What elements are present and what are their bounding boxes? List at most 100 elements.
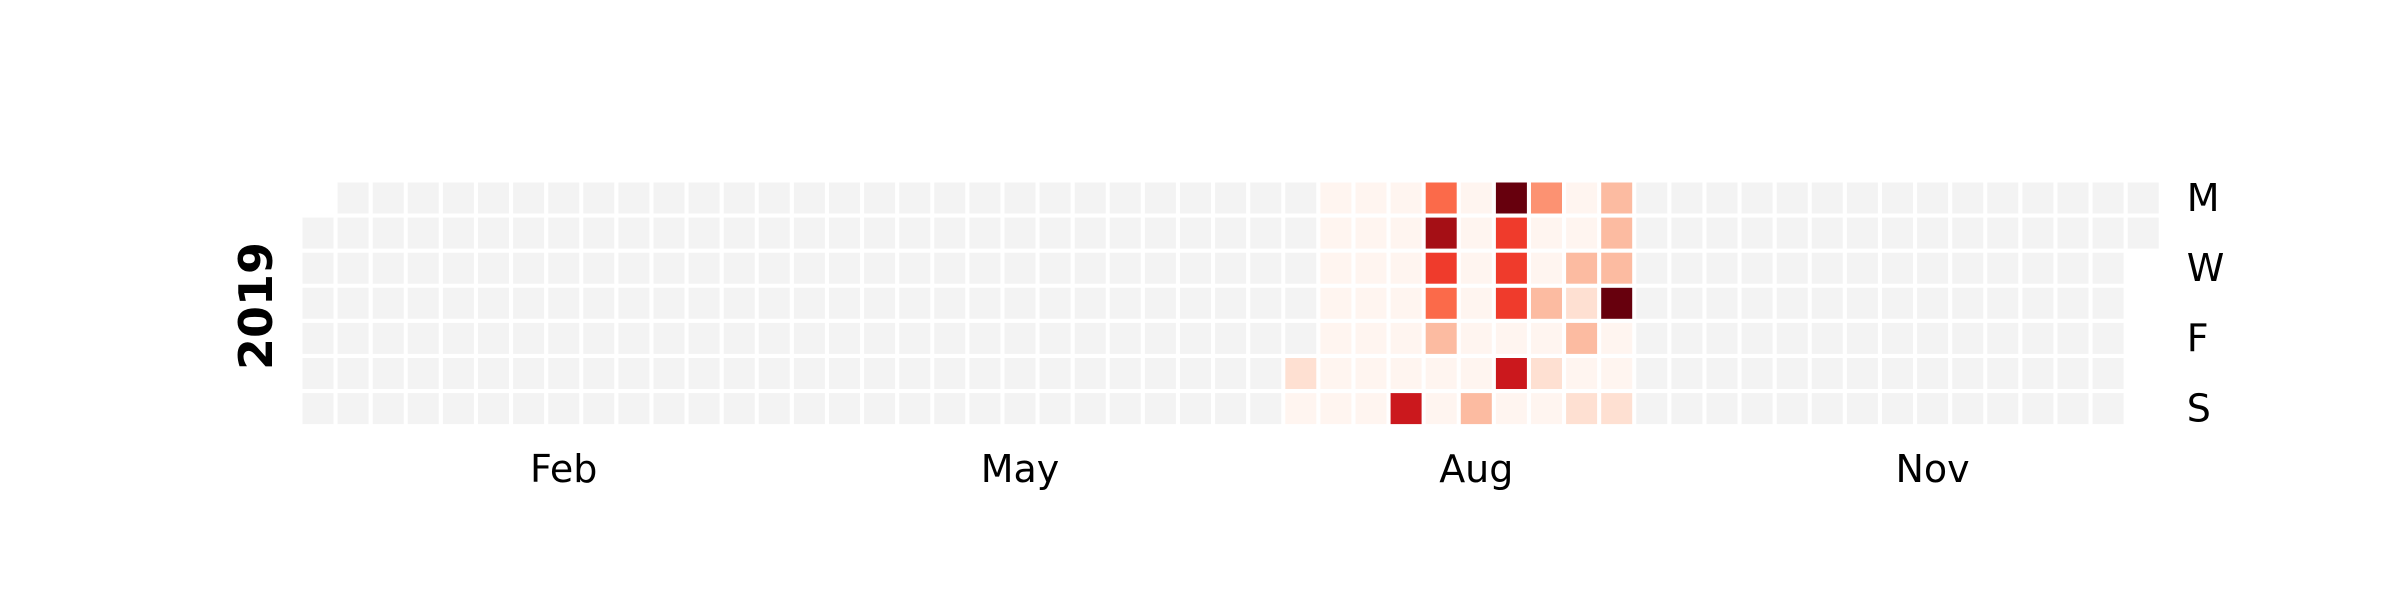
heatmap-cell	[864, 182, 896, 214]
heatmap-cell	[478, 217, 509, 249]
heatmap-cell	[934, 217, 966, 249]
heatmap-cell	[2127, 217, 2159, 249]
heatmap-cell	[1425, 252, 1457, 284]
heatmap-cell	[1846, 287, 1878, 319]
heatmap-cell	[337, 322, 369, 354]
heatmap-cell	[1636, 217, 1668, 249]
heatmap-cell	[618, 287, 650, 319]
heatmap-cell	[1636, 322, 1668, 354]
heatmap-cell	[1741, 287, 1773, 319]
heatmap-cell	[1952, 182, 1984, 214]
heatmap-cell	[1846, 322, 1878, 354]
heatmap-cell	[2022, 358, 2054, 389]
heatmap-cell	[2057, 252, 2089, 284]
heatmap-cell	[1355, 287, 1387, 319]
heatmap-cell	[1039, 393, 1071, 425]
heatmap-cell	[899, 252, 931, 284]
heatmap-cell	[1039, 217, 1071, 249]
heatmap-cell	[1460, 393, 1492, 425]
heatmap-cell	[407, 217, 439, 249]
heatmap-cell	[618, 182, 650, 214]
weekday-label: M	[2187, 176, 2220, 220]
heatmap-cell	[758, 393, 790, 425]
heatmap-cell	[302, 287, 334, 319]
heatmap-cell	[1074, 252, 1106, 284]
heatmap-cell	[1390, 393, 1422, 425]
heatmap-cell	[302, 393, 334, 425]
heatmap-cell	[1004, 393, 1036, 425]
heatmap-cell	[1636, 287, 1668, 319]
heatmap-cell	[337, 287, 369, 319]
heatmap-cell	[1601, 322, 1633, 354]
heatmap-cell	[899, 322, 931, 354]
heatmap-cell	[1952, 252, 1984, 284]
heatmap-cell	[653, 393, 685, 425]
heatmap-cell	[583, 217, 615, 249]
heatmap-cell	[1320, 182, 1352, 214]
heatmap-cell	[653, 287, 685, 319]
heatmap-cell	[1355, 358, 1387, 389]
heatmap-cell	[1601, 393, 1633, 425]
heatmap-cell	[969, 358, 1001, 389]
heatmap-cell	[1144, 182, 1176, 214]
heatmap-cell	[1917, 252, 1949, 284]
heatmap-cell	[1952, 322, 1984, 354]
heatmap-cell	[723, 322, 755, 354]
heatmap-cell	[1776, 287, 1808, 319]
heatmap-cell	[407, 393, 439, 425]
heatmap-cell	[688, 393, 720, 425]
heatmap-cell	[1741, 182, 1773, 214]
heatmap-cell	[372, 182, 404, 214]
heatmap-cell	[1425, 287, 1457, 319]
heatmap-cell	[1846, 252, 1878, 284]
heatmap-cell	[899, 358, 931, 389]
heatmap-cell	[478, 358, 509, 389]
heatmap-cell	[1601, 217, 1633, 249]
heatmap-cell	[513, 287, 545, 319]
heatmap-cell	[1917, 287, 1949, 319]
heatmap-cell	[1636, 252, 1668, 284]
heatmap-cell	[2092, 217, 2124, 249]
heatmap-cell	[1566, 252, 1598, 284]
heatmap-cell	[1566, 182, 1598, 214]
heatmap-cell	[548, 287, 580, 319]
heatmap-cell	[1531, 322, 1562, 354]
heatmap-cell	[1952, 217, 1984, 249]
heatmap-cell	[302, 322, 334, 354]
heatmap-cell	[1882, 322, 1913, 354]
heatmap-cell	[548, 217, 580, 249]
heatmap-cell	[2022, 287, 2054, 319]
heatmap-cell	[723, 358, 755, 389]
heatmap-cell	[969, 182, 1001, 214]
heatmap-cell	[2057, 217, 2089, 249]
heatmap-cell	[1039, 287, 1071, 319]
heatmap-cell	[1144, 393, 1176, 425]
heatmap-cell	[1671, 252, 1703, 284]
heatmap-cell	[1741, 358, 1773, 389]
heatmap-cell	[337, 358, 369, 389]
heatmap-cell	[513, 252, 545, 284]
heatmap-cell	[442, 393, 474, 425]
heatmap-cell	[1531, 182, 1562, 214]
heatmap-cell	[934, 322, 966, 354]
heatmap-cell	[793, 182, 825, 214]
heatmap-cell	[1250, 393, 1282, 425]
heatmap-cell	[934, 252, 966, 284]
heatmap-cell	[1531, 252, 1562, 284]
heatmap-cell	[1811, 252, 1843, 284]
heatmap-cell	[1425, 393, 1457, 425]
heatmap-cell	[1636, 182, 1668, 214]
heatmap-cell	[1987, 217, 2019, 249]
heatmap-cell	[1531, 217, 1562, 249]
heatmap-cell	[864, 322, 896, 354]
heatmap-cell	[478, 393, 509, 425]
heatmap-cell	[1320, 252, 1352, 284]
heatmap-cell	[1846, 217, 1878, 249]
heatmap-cell	[442, 322, 474, 354]
heatmap-cell	[1495, 252, 1527, 284]
heatmap-cell	[653, 358, 685, 389]
heatmap-cell	[2092, 358, 2124, 389]
heatmap-cell	[688, 322, 720, 354]
heatmap-cell	[583, 252, 615, 284]
